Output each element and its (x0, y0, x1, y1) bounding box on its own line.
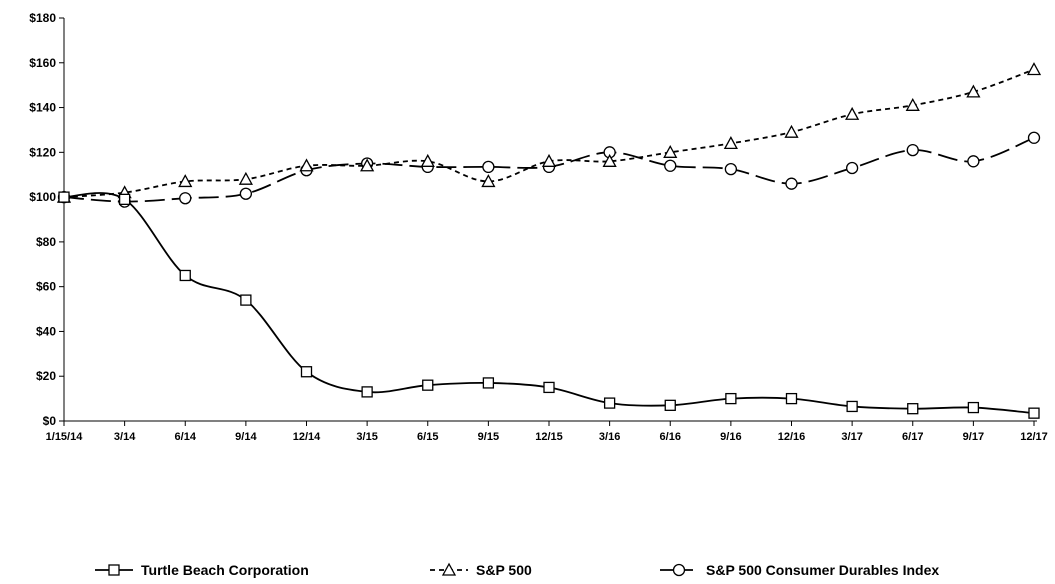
x-tick-label: 6/15 (417, 431, 438, 443)
data-point (1028, 407, 1040, 419)
data-point (481, 174, 496, 188)
x-tick-label: 12/15 (535, 431, 563, 443)
data-point (299, 158, 314, 172)
data-point (725, 392, 737, 405)
legend-label: Turtle Beach Corporation (141, 562, 309, 578)
legend-marker (108, 564, 120, 576)
data-point (179, 269, 191, 282)
x-tick-label: 6/17 (902, 431, 923, 443)
data-point (846, 400, 858, 413)
y-tick-label: $20 (36, 369, 56, 383)
data-point (118, 193, 131, 206)
x-tick-label: 9/17 (963, 431, 984, 443)
data-point (845, 161, 859, 175)
chart-legend: Turtle Beach Corporation S&P 500 S&P 500 C… (95, 562, 939, 578)
data-point (361, 386, 373, 398)
x-tick-label: 3/14 (114, 431, 136, 443)
x-tick-label: 12/16 (778, 431, 806, 443)
data-point (967, 155, 980, 168)
y-tick-label: $120 (29, 145, 56, 159)
x-tick-label: 1/15/14 (46, 431, 84, 443)
data-point (664, 159, 677, 172)
x-tick-label: 3/17 (841, 431, 862, 443)
data-point (238, 171, 253, 185)
data-point (663, 144, 678, 158)
legend-marker (672, 563, 686, 577)
data-point (724, 162, 738, 176)
data-point (784, 124, 799, 138)
data-point (422, 379, 434, 391)
x-tick-labels: 1/15/14 3/14 6/14 9/14 12/14 3/15 6/15 9/15 12/1… (46, 431, 1048, 443)
y-tick-label: $0 (43, 414, 57, 428)
x-tick-label: 12/14 (293, 431, 321, 443)
legend-item: Turtle Beach Corporation (95, 562, 309, 578)
x-tick-label: 3/15 (356, 431, 377, 443)
data-point (58, 191, 70, 203)
chart-axes (59, 17, 1037, 426)
data-point (602, 153, 617, 167)
data-point (906, 143, 919, 157)
y-tick-label: $40 (36, 324, 56, 338)
y-tick-labels: $0 $20 $40 $60 $80 $100 $120 $140 $160 $180 (29, 11, 56, 428)
x-tick-label: 9/15 (478, 431, 499, 443)
series-line (63, 68, 1035, 199)
data-point (300, 366, 313, 378)
data-point (179, 192, 192, 205)
data-point (482, 160, 495, 174)
x-tick-label: 3/16 (599, 431, 620, 443)
series-circle (57, 131, 1041, 208)
x-tick-label: 9/14 (235, 431, 257, 443)
y-tick-label: $180 (29, 11, 56, 25)
series-line (63, 192, 1035, 415)
data-point (785, 392, 798, 405)
x-tick-label: 9/16 (720, 431, 741, 443)
data-point (240, 294, 252, 306)
series-line (63, 136, 1035, 203)
series-square (58, 191, 1040, 419)
legend-item: S&P 500 (430, 562, 532, 578)
data-point (482, 377, 495, 389)
data-point (420, 153, 435, 167)
data-point (905, 97, 920, 111)
legend-label: S&P 500 (476, 562, 532, 578)
data-point (967, 401, 980, 414)
data-point (360, 158, 375, 172)
data-point (603, 397, 616, 409)
data-point (541, 153, 557, 167)
data-point (845, 106, 860, 120)
y-tick-label: $60 (36, 280, 56, 294)
data-point (239, 187, 253, 200)
y-tick-label: $100 (29, 190, 56, 204)
x-tick-label: 12/17 (1020, 431, 1048, 443)
data-point (1026, 62, 1042, 76)
data-point (907, 403, 919, 415)
y-tick-label: $80 (36, 235, 56, 249)
y-tick-label: $140 (29, 101, 56, 115)
data-point (785, 177, 798, 190)
y-tick-label: $160 (29, 56, 56, 70)
data-point (1027, 131, 1041, 144)
data-point (664, 399, 676, 411)
x-tick-label: 6/16 (660, 431, 681, 443)
data-point (723, 136, 738, 150)
legend-item: S&P 500 Consumer Durables Index (660, 562, 939, 578)
series-layer (56, 62, 1042, 419)
data-point (543, 381, 555, 394)
legend-label: S&P 500 Consumer Durables Index (706, 562, 939, 578)
series-triangle (56, 62, 1042, 203)
data-point (966, 84, 981, 98)
data-point (178, 174, 193, 188)
legend-marker (441, 562, 457, 576)
x-tick-label: 6/14 (175, 431, 197, 443)
